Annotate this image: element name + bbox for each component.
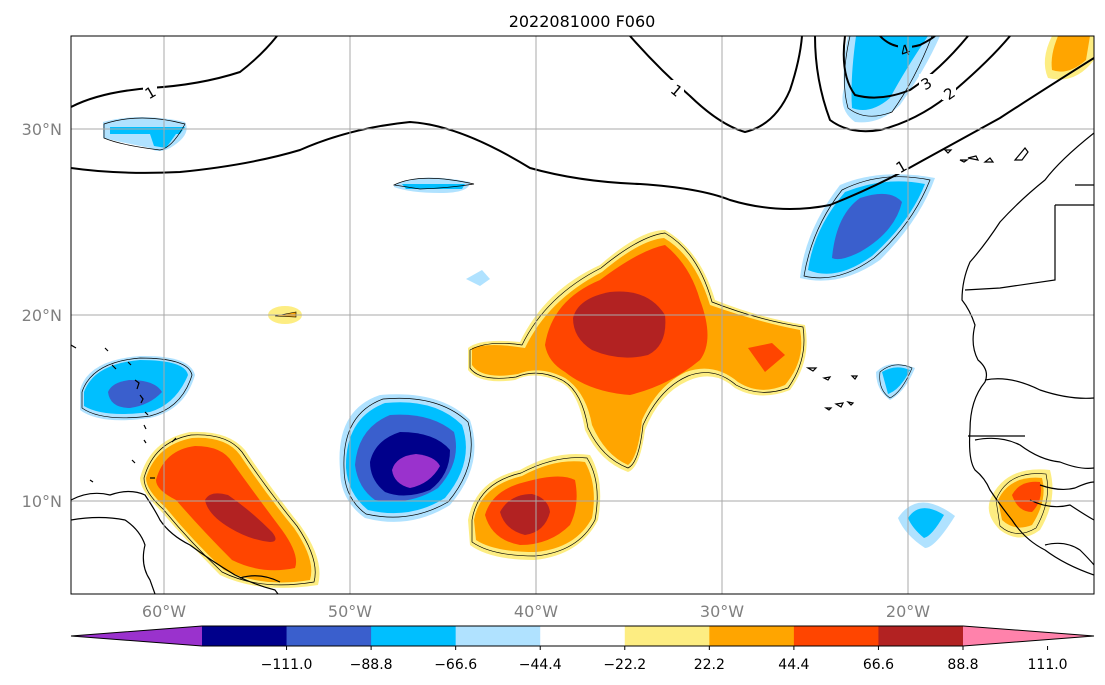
colorbar-outline (70, 625, 1095, 647)
shade-blob-africa-coast (988, 469, 1053, 538)
x-tick-label: 50°W (328, 602, 372, 621)
colorbar-swatch (202, 626, 288, 646)
contour-lines (71, 36, 1094, 210)
contour-labels: 1 1 1 2 3 4 (142, 41, 959, 177)
colorbar-tick-label: −44.4 (519, 657, 562, 673)
colorbar-swatch (878, 626, 964, 646)
gridlines (71, 36, 1094, 594)
colorbar-tick-label: −88.8 (350, 657, 393, 673)
x-tick-label: 30°W (700, 602, 744, 621)
colorbar-tick-label: 66.6 (863, 657, 894, 673)
shade-blob-southwest (140, 431, 320, 588)
colorbar-tick-label: 88.8 (947, 657, 978, 673)
shade-blob-topright-orange (1044, 36, 1094, 80)
colorbar-labels: −111.0 −88.8 −66.6 −44.4 −22.2 22.2 44.4 66.6 88… (261, 646, 1068, 673)
colorbar-tick-label: 44.4 (778, 657, 809, 673)
shade-blob-center-high (468, 230, 807, 472)
y-axis-labels: 30°N 20°N 10°N (22, 120, 62, 511)
y-tick-label: 20°N (22, 306, 62, 325)
shade-blob-ne (800, 174, 935, 281)
colorbar-swatch (540, 626, 626, 646)
colorbar-swatch (709, 626, 795, 646)
shade-blob-south (468, 454, 601, 560)
colorbar-swatch (455, 626, 541, 646)
colorbar (70, 625, 1095, 647)
colorbar-swatch (371, 626, 457, 646)
shade-blob-27n (392, 177, 475, 193)
colorbar-tick-label: 22.2 (694, 657, 725, 673)
x-tick-label: 60°W (142, 602, 186, 621)
x-tick-label: 40°W (514, 602, 558, 621)
colorbar-swatch (793, 626, 879, 646)
y-tick-label: 30°N (22, 120, 62, 139)
colorbar-tick-label: −22.2 (603, 657, 646, 673)
figure-title: 2022081000 F060 (509, 12, 656, 31)
map-frame (70, 35, 1095, 595)
shade-blob-20w (876, 363, 915, 400)
colorbar-swatch (963, 626, 1094, 646)
y-tick-label: 10°N (22, 492, 62, 511)
colorbar-tick-label: 111.0 (1028, 657, 1068, 673)
shade-blob-center-low (339, 394, 475, 522)
colorbar-swatch (286, 626, 372, 646)
basemap-coastlines (71, 132, 1094, 594)
colorbar-tick-label: −66.6 (434, 657, 477, 673)
x-tick-label: 20°W (886, 602, 930, 621)
map-panel: 1 1 1 2 3 4 (71, 36, 1094, 594)
x-axis-labels: 60°W 50°W 40°W 30°W 20°W (142, 602, 930, 621)
colorbar-swatch (71, 626, 202, 646)
shade-blob-9n (898, 502, 955, 548)
colorbar-swatch (624, 626, 710, 646)
colorbar-tick-label: −111.0 (261, 657, 313, 673)
shade-blob-22n (466, 270, 490, 286)
